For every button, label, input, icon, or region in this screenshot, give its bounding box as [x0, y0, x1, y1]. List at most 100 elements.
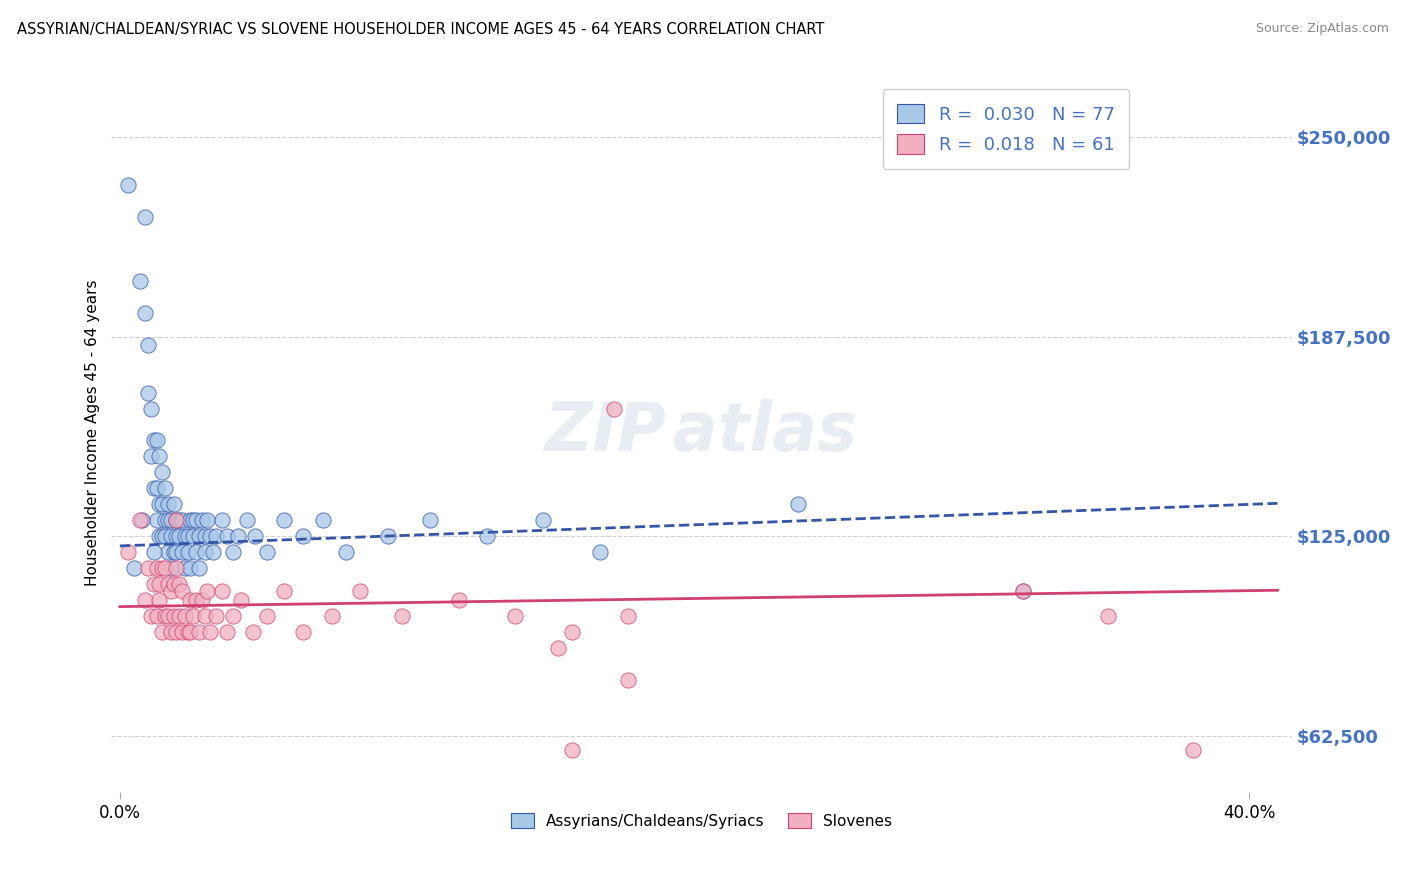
- Point: [122, 561, 145, 575]
- Point: [202, 545, 225, 559]
- Point: [181, 609, 204, 624]
- Point: [153, 482, 176, 496]
- Point: [167, 609, 190, 624]
- Point: [1097, 609, 1119, 624]
- Point: [148, 577, 170, 591]
- Point: [173, 561, 195, 575]
- Point: [159, 529, 181, 543]
- Point: [1012, 583, 1035, 598]
- Point: [136, 561, 159, 575]
- Point: [162, 545, 184, 559]
- Point: [150, 625, 173, 640]
- Point: [167, 513, 190, 527]
- Point: [145, 513, 167, 527]
- Point: [194, 545, 217, 559]
- Point: [191, 513, 214, 527]
- Point: [139, 609, 162, 624]
- Point: [273, 513, 295, 527]
- Point: [256, 609, 278, 624]
- Point: [170, 625, 193, 640]
- Point: [236, 513, 259, 527]
- Point: [321, 609, 343, 624]
- Point: [153, 529, 176, 543]
- Point: [312, 513, 335, 527]
- Point: [603, 401, 626, 416]
- Point: [273, 583, 295, 598]
- Point: [131, 513, 153, 527]
- Point: [197, 583, 219, 598]
- Point: [153, 609, 176, 624]
- Point: [335, 545, 357, 559]
- Point: [150, 497, 173, 511]
- Point: [377, 529, 399, 543]
- Point: [159, 625, 181, 640]
- Point: [159, 561, 181, 575]
- Point: [217, 529, 239, 543]
- Point: [117, 178, 139, 192]
- Point: [159, 513, 181, 527]
- Point: [162, 497, 184, 511]
- Point: [148, 593, 170, 607]
- Point: [165, 625, 187, 640]
- Point: [561, 625, 583, 640]
- Y-axis label: Householder Income Ages 45 - 64 years: Householder Income Ages 45 - 64 years: [86, 279, 100, 586]
- Point: [179, 561, 201, 575]
- Point: [156, 577, 179, 591]
- Point: [176, 529, 198, 543]
- Point: [292, 625, 315, 640]
- Text: Source: ZipAtlas.com: Source: ZipAtlas.com: [1256, 22, 1389, 36]
- Text: ZIP atlas: ZIP atlas: [546, 400, 858, 466]
- Point: [142, 577, 165, 591]
- Point: [142, 545, 165, 559]
- Point: [187, 561, 209, 575]
- Point: [156, 497, 179, 511]
- Point: [197, 513, 219, 527]
- Point: [162, 609, 184, 624]
- Point: [165, 529, 187, 543]
- Point: [128, 274, 150, 288]
- Point: [242, 625, 264, 640]
- Point: [165, 513, 187, 527]
- Point: [150, 561, 173, 575]
- Point: [205, 609, 228, 624]
- Point: [194, 609, 217, 624]
- Point: [547, 641, 569, 656]
- Point: [153, 513, 176, 527]
- Point: [170, 545, 193, 559]
- Point: [222, 609, 245, 624]
- Point: [134, 305, 156, 319]
- Point: [419, 513, 441, 527]
- Point: [391, 609, 413, 624]
- Point: [145, 609, 167, 624]
- Point: [176, 545, 198, 559]
- Point: [136, 385, 159, 400]
- Point: [173, 609, 195, 624]
- Point: [292, 529, 315, 543]
- Point: [165, 513, 187, 527]
- Point: [162, 577, 184, 591]
- Point: [181, 529, 204, 543]
- Point: [145, 561, 167, 575]
- Point: [617, 673, 640, 687]
- Point: [187, 625, 209, 640]
- Point: [184, 513, 207, 527]
- Point: [148, 450, 170, 464]
- Point: [231, 593, 253, 607]
- Point: [167, 577, 190, 591]
- Point: [184, 545, 207, 559]
- Point: [179, 625, 201, 640]
- Point: [167, 529, 190, 543]
- Point: [139, 401, 162, 416]
- Point: [200, 529, 222, 543]
- Point: [170, 583, 193, 598]
- Point: [561, 743, 583, 757]
- Point: [349, 583, 371, 598]
- Point: [256, 545, 278, 559]
- Point: [156, 609, 179, 624]
- Point: [228, 529, 250, 543]
- Point: [142, 434, 165, 448]
- Point: [179, 593, 201, 607]
- Point: [145, 434, 167, 448]
- Point: [200, 625, 222, 640]
- Point: [447, 593, 470, 607]
